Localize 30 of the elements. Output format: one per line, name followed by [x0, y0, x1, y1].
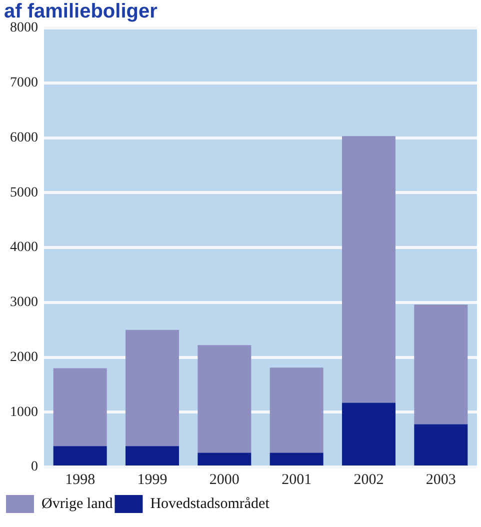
x-tick-label: 1998	[65, 472, 96, 488]
x-tick-label: 2003	[426, 472, 456, 488]
y-tick-label: 1000	[10, 404, 38, 420]
bar	[414, 424, 468, 466]
x-tick-label: 2002	[354, 472, 384, 488]
legend-label: Hovedstadsområdet	[150, 496, 270, 512]
bar	[270, 452, 324, 466]
bar	[53, 446, 107, 466]
y-tick-label: 6000	[10, 130, 38, 146]
bar	[198, 452, 252, 466]
x-tick-label: 2001	[282, 472, 312, 488]
y-tick-label: 3000	[10, 295, 38, 310]
bar	[342, 402, 396, 466]
y-tick-label: 4000	[10, 240, 38, 256]
bar	[126, 446, 179, 466]
bar	[53, 368, 107, 446]
bar	[126, 330, 179, 446]
x-tick-label: 1999	[137, 472, 168, 488]
y-tick-label: 5000	[10, 185, 38, 200]
y-tick-label: 7000	[10, 76, 38, 91]
x-tick-label: 2000	[209, 472, 240, 488]
bar	[198, 345, 252, 453]
bar	[342, 136, 396, 403]
y-tick-label: 8000	[10, 20, 38, 36]
bar	[270, 368, 324, 453]
chart-title: af familieboliger	[4, 0, 158, 23]
bar	[414, 304, 468, 424]
y-tick-label: 2000	[10, 350, 38, 365]
legend-label: Øvrige land	[42, 496, 114, 512]
y-tick-label: 0	[31, 460, 38, 475]
